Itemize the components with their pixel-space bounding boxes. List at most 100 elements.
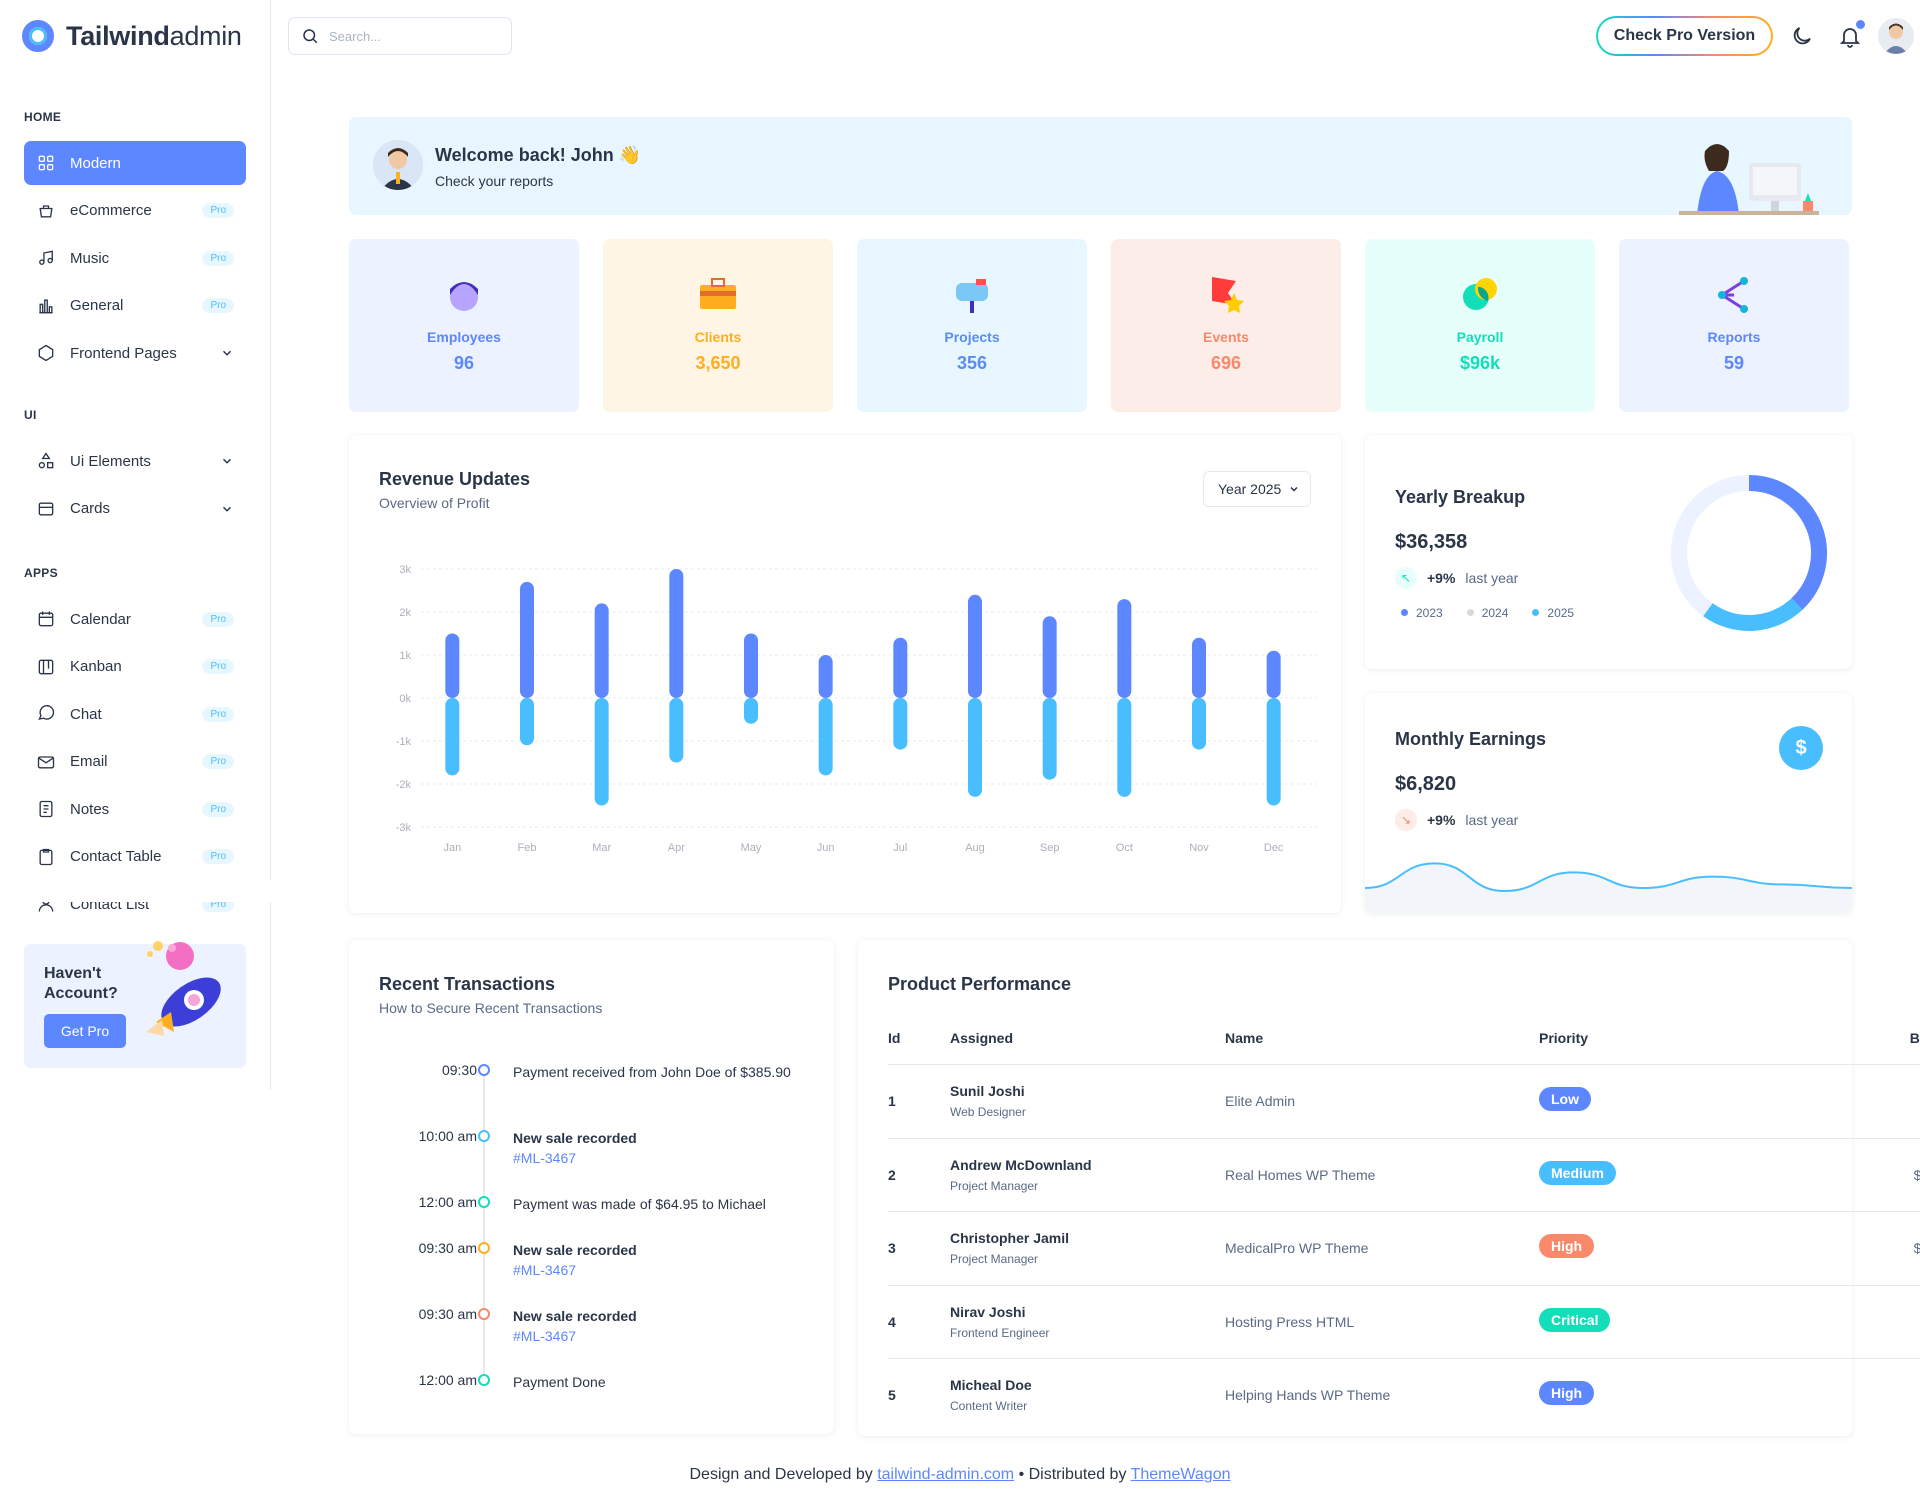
timeline-link[interactable]: #ML-3467 xyxy=(513,1328,577,1344)
donut-slice-2023[interactable] xyxy=(1748,475,1827,610)
bar-sep-series-1[interactable] xyxy=(1042,616,1057,698)
bar-apr-series-1[interactable] xyxy=(669,569,684,698)
sidebar-item-cards[interactable]: Cards xyxy=(24,487,246,531)
dark-mode-moon-icon[interactable] xyxy=(1790,24,1814,48)
bar-may-series-1[interactable] xyxy=(744,633,758,699)
donut-slice-2024[interactable] xyxy=(1671,475,1750,617)
donut-slice-2025[interactable] xyxy=(1703,597,1803,631)
table-row[interactable]: 3 Christopher Jamil Project Manager Medical… xyxy=(888,1211,1920,1284)
bar-aug-series-2[interactable] xyxy=(968,698,982,797)
bar-sep-series-2[interactable] xyxy=(1042,698,1057,780)
sidebar-item-ecommerce[interactable]: eCommerce Pro xyxy=(24,189,246,233)
brand-logo[interactable]: Tailwindadmin xyxy=(22,20,242,52)
yearly-amount: $36,358 xyxy=(1395,531,1468,553)
search-box[interactable] xyxy=(288,17,512,55)
x-tick-label: Mar xyxy=(592,842,611,854)
cell-name: Hosting Press HTML xyxy=(1225,1313,1355,1330)
sidebar-item-label: Frontend Pages xyxy=(70,344,177,362)
cell-id: 5 xyxy=(888,1387,896,1403)
stat-value: 59 xyxy=(1723,353,1745,373)
sidebar-item-frontend-pages[interactable]: Frontend Pages xyxy=(24,331,246,375)
stat-card-clients[interactable]: Clients 3,650 xyxy=(603,239,833,412)
sidebar-item-contact-table[interactable]: Contact Table Pro xyxy=(24,835,246,879)
timeline-time: 09:30 am xyxy=(418,1240,477,1256)
legend-item: 2023 xyxy=(1401,606,1443,620)
bar-aug-series-1[interactable] xyxy=(968,594,982,698)
cell-priority: High xyxy=(1539,1234,1595,1258)
bar-jul-series-2[interactable] xyxy=(893,698,908,750)
sidebar-item-ui-elements[interactable]: Ui Elements xyxy=(24,439,246,483)
stat-card-employees[interactable]: Employees 96 xyxy=(349,239,579,412)
timeline-dot xyxy=(478,1196,490,1208)
bar-jul-series-1[interactable] xyxy=(893,637,908,698)
bar-jan-series-2[interactable] xyxy=(445,698,460,776)
get-pro-button[interactable]: Get Pro xyxy=(44,1014,126,1048)
timeline-dot xyxy=(478,1308,490,1320)
table-row[interactable]: 4 Nirav Joshi Frontend Engineer Hosting Pre… xyxy=(888,1284,1920,1358)
sidebar-item-kanban[interactable]: Kanban Pro xyxy=(24,645,246,689)
brand-name-bold: Tailwind xyxy=(66,20,170,51)
footer-link-tailwind[interactable]: tailwind-admin.com xyxy=(877,1466,1015,1483)
table-row[interactable]: 2 Andrew McDownland Project Manager Real Ho… xyxy=(888,1137,1920,1211)
sidebar-item-calendar[interactable]: Calendar Pro xyxy=(24,597,246,641)
stat-card-reports[interactable]: Reports 59 xyxy=(1619,239,1849,412)
stat-card-projects[interactable]: Projects 356 xyxy=(857,239,1087,412)
revenue-bar-chart: 3k 2k 1k 0k -1k -2k -3k Jan Feb Mar Apr May Jun Jul Au… xyxy=(396,564,1317,854)
bar-oct-series-1[interactable] xyxy=(1117,599,1132,698)
priority-badge: Critical xyxy=(1539,1307,1611,1332)
section-ui: UI xyxy=(24,408,37,422)
stat-card-events[interactable]: Events 696 xyxy=(1111,239,1341,412)
sidebar-item-music[interactable]: Music Pro xyxy=(24,236,246,280)
cell-budget: $12.8K xyxy=(1913,1240,1920,1256)
bar-oct-series-2[interactable] xyxy=(1117,698,1132,797)
stat-value: 96 xyxy=(453,353,475,373)
sidebar-item-modern[interactable]: Modern xyxy=(24,141,246,185)
timeline-link[interactable]: #ML-3467 xyxy=(513,1262,577,1278)
year-select[interactable]: Year 2025 xyxy=(1203,471,1311,507)
bar-feb-series-2[interactable] xyxy=(520,698,534,746)
bar-mar-series-1[interactable] xyxy=(594,603,609,698)
pro-badge: Pro xyxy=(202,203,234,218)
notes-icon xyxy=(39,800,53,818)
bar-feb-series-1[interactable] xyxy=(520,581,534,698)
sidebar-item-chat[interactable]: Chat Pro xyxy=(24,692,246,736)
sidebar-item-label: Email xyxy=(70,753,108,770)
user-avatar[interactable] xyxy=(1878,18,1914,54)
timeline-link[interactable]: #ML-3467 xyxy=(513,1150,577,1166)
revenue-title: Revenue Updates xyxy=(379,469,531,489)
bar-may-series-2[interactable] xyxy=(744,698,758,724)
priority-badge: Low xyxy=(1539,1087,1591,1111)
assignee-name: Micheal Doe xyxy=(950,1377,1032,1393)
table-row[interactable]: 5 Micheal Doe Content Writer Helping Hands … xyxy=(888,1358,1920,1431)
shapes-icon xyxy=(38,452,54,469)
timeline-dot xyxy=(478,1374,490,1386)
stat-card-payroll[interactable]: Payroll $96k xyxy=(1365,239,1595,412)
bar-apr-series-2[interactable] xyxy=(669,698,684,763)
monthly-earnings-card: Monthly Earnings $6,820 ↘ +9% last year xyxy=(1365,693,1852,913)
sidebar-item-general[interactable]: General Pro xyxy=(24,284,246,328)
y-tick-label: 3k xyxy=(399,564,411,576)
sidebar-item-email[interactable]: Email Pro xyxy=(24,740,246,784)
bar-dec-series-2[interactable] xyxy=(1266,698,1281,806)
footer-link-themewagon[interactable]: ThemeWagon xyxy=(1130,1466,1231,1483)
bar-mar-series-2[interactable] xyxy=(594,698,609,806)
bar-nov-series-1[interactable] xyxy=(1192,637,1206,698)
bar-jan-series-1[interactable] xyxy=(445,633,460,699)
search-input[interactable] xyxy=(329,28,499,44)
bar-nov-series-2[interactable] xyxy=(1192,698,1206,750)
assignee-role: Project Manager xyxy=(950,1178,1039,1193)
timeline-time: 09:30 xyxy=(441,1062,477,1078)
employee-icon xyxy=(450,282,478,311)
bar-jun-series-1[interactable] xyxy=(818,655,833,698)
sidebar-item-label: Kanban xyxy=(70,658,122,675)
bar-dec-series-1[interactable] xyxy=(1266,650,1281,698)
notification-bell-icon[interactable] xyxy=(1838,24,1862,48)
sidebar: Tailwindadmin HOME Modern eCommerce Pro Mus… xyxy=(0,0,271,1090)
rocket-piggy-illustration xyxy=(146,941,221,1036)
bar-jun-series-2[interactable] xyxy=(818,698,833,776)
legend-dot xyxy=(1401,609,1408,616)
check-pro-button[interactable]: Check Pro Version xyxy=(1596,16,1773,56)
x-tick-label: Sep xyxy=(1040,842,1060,854)
sidebar-item-notes[interactable]: Notes Pro xyxy=(24,787,246,831)
